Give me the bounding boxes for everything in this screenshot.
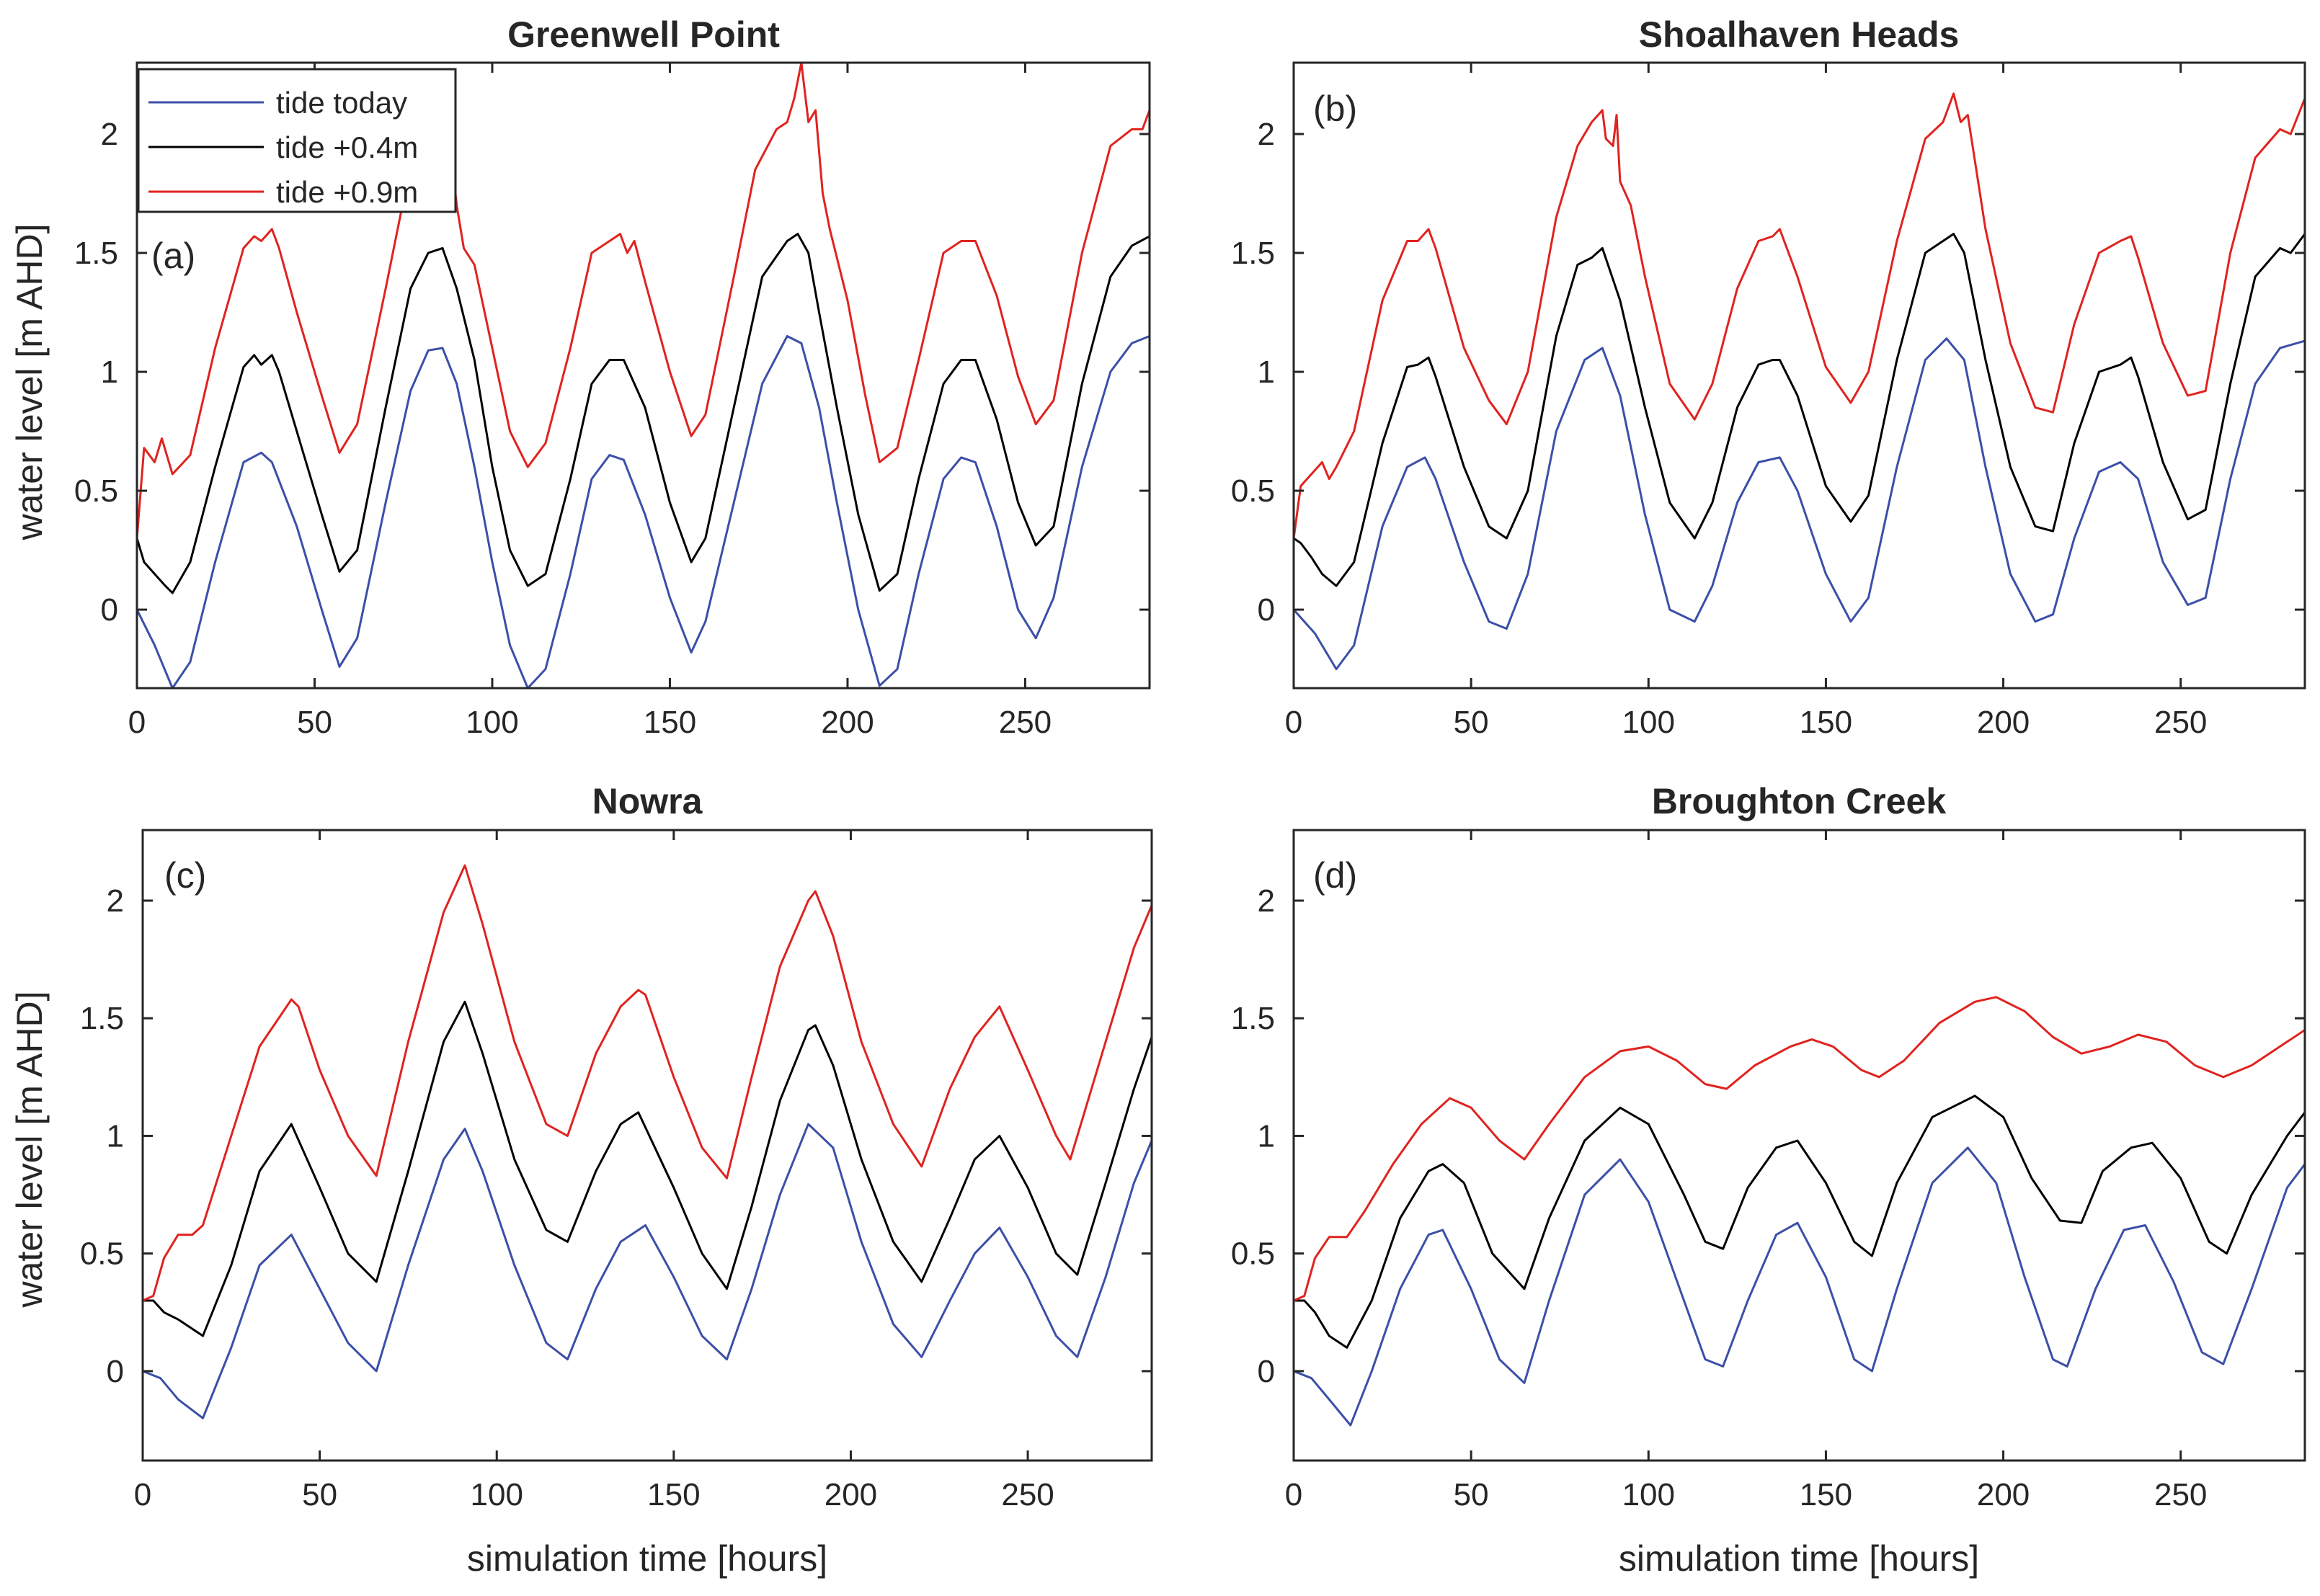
series-line-tide-0-9m [143,864,1152,1302]
x-tick-label: 150 [1800,705,1852,740]
y-tick-label: 1 [1258,355,1275,390]
legend-entry-tide-04m: tide +0.4m [276,130,418,164]
y-tick-label: 1 [107,1118,124,1154]
x-tick-label: 100 [471,1477,523,1512]
axes-frame [135,61,1151,690]
x-tick-label: 150 [1800,1477,1852,1512]
y-tick-label: 0 [101,592,118,628]
x-tick-label: 200 [825,1477,877,1512]
x-tick-label: 150 [644,705,696,740]
x-tick-label: 0 [1285,705,1302,740]
panel-d-label: (d) [1313,855,1357,896]
panel-a-title: Greenwell Point [507,14,780,55]
x-tick-label: 100 [1622,705,1675,740]
panel-d-title: Broughton Creek [1652,781,1947,821]
x-tick-label: 250 [2154,1477,2207,1512]
x-tick-label: 200 [821,705,874,740]
y-tick-label: 1 [1258,1118,1275,1154]
series-line-tide-0-9m [137,63,1150,539]
series-line-tide-today [1294,1146,2305,1427]
series-line-tide-0-4m [143,1000,1152,1337]
panel-a-label: (a) [151,236,195,276]
y-tick-label: 1.5 [80,1001,124,1036]
x-tick-label: 50 [297,705,332,740]
x-tick-label: 50 [1454,705,1489,740]
axes-frame [1292,61,2306,690]
plot-lines [137,63,1150,688]
panel-c-title: Nowra [592,781,703,821]
y-tick-label: 1 [101,355,118,390]
plot-lines [1294,996,2305,1427]
x-tick-label: 150 [647,1477,700,1512]
x-tick-label: 0 [1285,1477,1302,1512]
series-line-tide-today [143,1123,1152,1419]
axes-frame [141,829,1153,1462]
x-tick-label: 100 [1622,1477,1675,1512]
panel-c-ylabel: water level [m AHD] [9,991,50,1308]
x-tick-label: 0 [128,705,146,740]
y-tick-label: 2 [1258,883,1275,919]
series-line-tide-today [1294,337,2305,671]
plot-lines [1294,92,2305,671]
panel-c-label: (c) [164,855,206,896]
y-tick-label: 0.5 [1231,1236,1275,1272]
y-tick-label: 2 [101,117,118,152]
y-tick-label: 0.5 [80,1236,124,1272]
x-tick-label: 50 [1454,1477,1489,1512]
legend-entry-tide-today: tide today [276,86,407,120]
series-line-tide-0-4m [1294,1095,2305,1349]
series-line-tide-0-4m [137,233,1150,594]
x-tick-label: 250 [2154,705,2207,740]
series-line-tide-0-9m [1294,92,2305,539]
x-tick-label: 200 [1977,705,2030,740]
y-tick-label: 0.5 [74,473,118,509]
panel-shoalhaven-heads: 0 50 100 150 200 250 0 0.5 1 1.5 2 Shoalhaven Heads… [1231,14,2306,740]
y-tick-label: 0.5 [1231,473,1275,509]
legend-entry-tide-09m: tide +0.9m [276,175,418,209]
panel-greenwell-point: 0 50 100 150 200 250 0 0.5 1 1.5 2 Greenwell Point w… [9,14,1151,740]
series-line-tide-today [137,335,1150,688]
x-tick-label: 0 [134,1477,151,1512]
panel-b-title: Shoalhaven Heads [1639,14,1960,55]
x-tick-label: 250 [999,705,1052,740]
plot-lines [143,864,1152,1419]
series-line-tide-0-4m [1294,233,2305,587]
panel-broughton-creek: 0 50 100 150 200 250 0 0.5 1 1.5 2 Broughton Creek s… [1231,781,2306,1579]
y-tick-label: 2 [1258,117,1275,152]
panel-nowra: 0 50 100 150 200 250 0 0.5 1 1.5 2 Nowra water level… [9,781,1153,1579]
legend: tide today tide +0.4m tide +0.9m [137,68,457,213]
x-tick-label: 250 [1001,1477,1054,1512]
y-tick-label: 1.5 [1231,1001,1275,1036]
x-tick-label: 200 [1977,1477,2030,1512]
x-tick-label: 100 [466,705,518,740]
x-tick-label: 50 [302,1477,337,1512]
y-tick-label: 0 [1258,592,1275,628]
y-tick-label: 0 [1258,1354,1275,1389]
panel-a-ylabel: water level [m AHD] [9,223,50,540]
y-tick-label: 0 [107,1354,124,1389]
panel-c-xlabel: simulation time [hours] [467,1538,827,1579]
y-tick-label: 2 [107,883,124,919]
legend-box [137,68,457,213]
y-tick-label: 1.5 [1231,236,1275,271]
y-tick-label: 1.5 [74,236,118,271]
panel-d-xlabel: simulation time [hours] [1619,1538,1979,1579]
axes-frame [1292,829,2306,1462]
panel-b-label: (b) [1313,89,1357,129]
series-line-tide-0-9m [1294,996,2305,1302]
